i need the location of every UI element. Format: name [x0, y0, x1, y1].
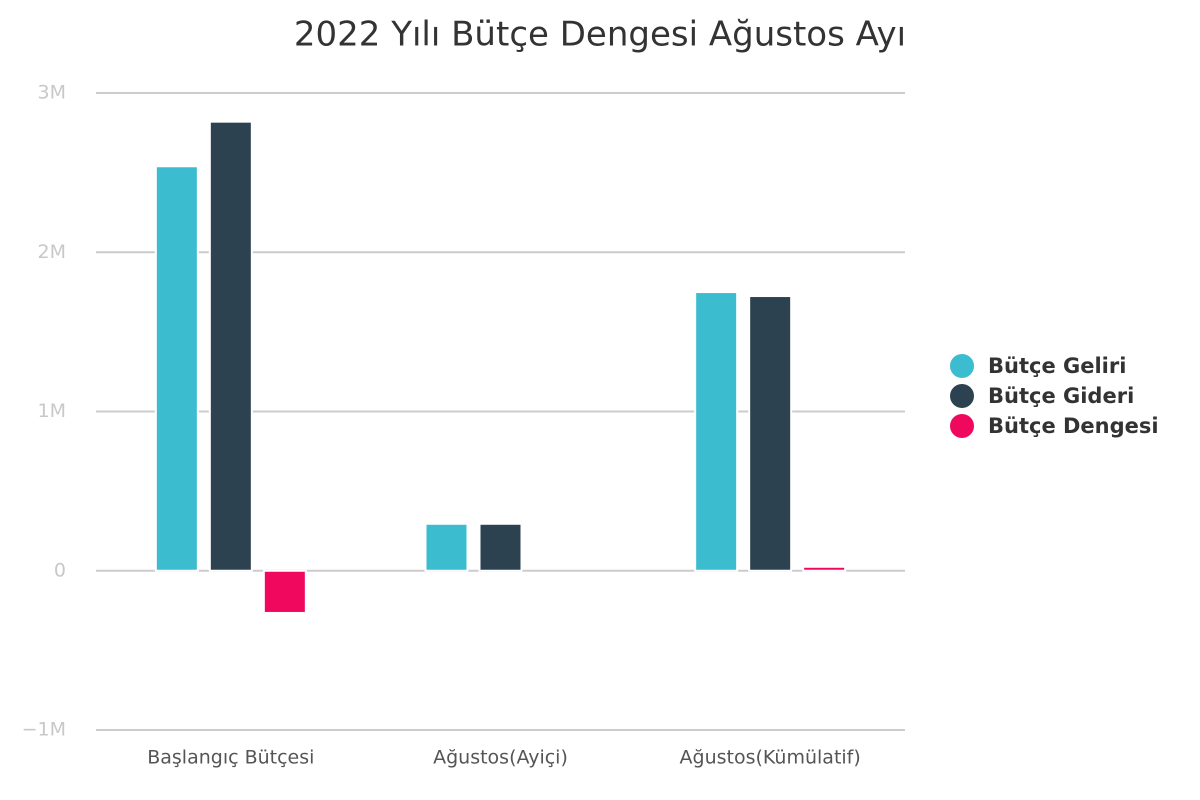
bar	[802, 565, 847, 572]
y-tick-label: 1M	[38, 400, 66, 422]
legend-label: Bütçe Gideri	[988, 384, 1134, 408]
chart-title: 2022 Yılı Bütçe Dengesi Ağustos Ayı	[294, 15, 906, 55]
x-tick-label: Ağustos(Kümülatif)	[680, 747, 861, 769]
bar	[694, 291, 739, 572]
x-tick-label: Ağustos(Ayiçi)	[433, 747, 568, 769]
legend-marker	[950, 354, 974, 378]
bar	[262, 569, 307, 614]
legend-label: Bütçe Geliri	[988, 354, 1126, 378]
bar	[154, 165, 199, 572]
bar	[478, 522, 523, 572]
y-tick-label: 0	[54, 559, 66, 581]
x-tick-label: Başlangıç Bütçesi	[147, 747, 314, 769]
y-tick-label: 3M	[38, 82, 66, 104]
legend-label: Bütçe Dengesi	[988, 414, 1159, 438]
legend-marker	[950, 384, 974, 408]
y-tick-label: −1M	[22, 719, 66, 741]
bar	[424, 522, 469, 572]
y-tick-label: 2M	[38, 241, 66, 263]
legend-marker	[950, 414, 974, 438]
bar	[208, 120, 253, 572]
bar	[748, 295, 793, 572]
